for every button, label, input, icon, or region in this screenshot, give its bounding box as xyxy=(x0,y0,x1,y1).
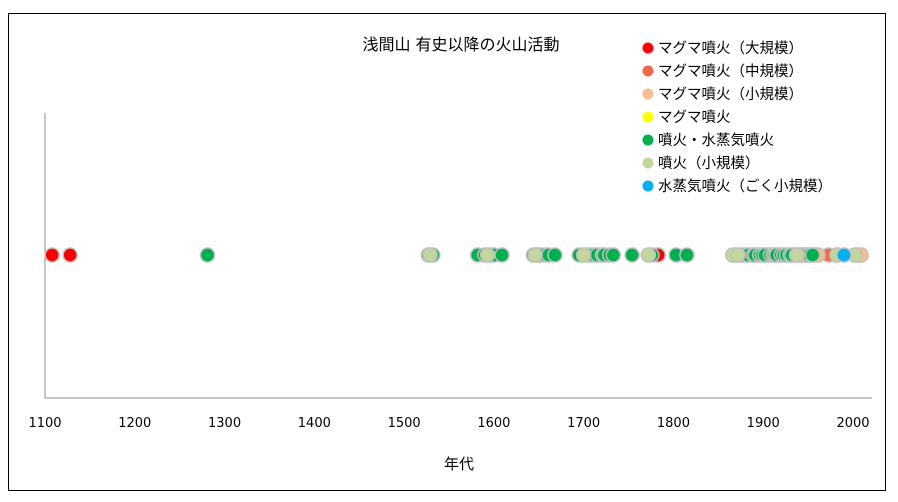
data-point xyxy=(730,247,746,263)
legend-marker xyxy=(642,111,654,123)
data-point xyxy=(789,247,806,263)
data-point xyxy=(624,247,640,263)
legend-label: マグマ噴火（小規模） xyxy=(658,86,803,103)
x-tick-labels: 1100 1200 1300 1400 1500 1600 1700 1800 1900 2000 xyxy=(28,416,869,431)
legend-marker xyxy=(642,88,654,100)
legend-marker xyxy=(642,134,654,146)
data-point xyxy=(199,247,216,263)
x-tick-label: 2000 xyxy=(836,416,869,431)
data-point xyxy=(575,247,592,263)
legend-marker xyxy=(642,65,654,77)
data-point xyxy=(44,247,60,263)
data-point xyxy=(62,247,78,263)
x-tick-label: 1300 xyxy=(208,416,241,431)
chart-title: 浅間山 有史以降の火山活動 xyxy=(362,35,559,54)
x-tick-label: 1600 xyxy=(477,416,510,431)
legend: マグマ噴火（大規模） マグマ噴火（中規模） マグマ噴火（小規模） マグマ噴火噴火・水蒸… xyxy=(642,40,832,195)
data-point xyxy=(494,247,510,263)
x-tick-label: 1100 xyxy=(28,416,61,431)
data-point xyxy=(836,247,852,263)
data-point xyxy=(804,247,821,263)
x-tick-label: 1200 xyxy=(118,416,151,431)
data-point xyxy=(605,247,622,263)
legend-marker xyxy=(642,180,654,192)
data-point xyxy=(679,247,695,263)
legend-label: マグマ噴火 xyxy=(658,109,731,126)
x-axis-label: 年代 xyxy=(444,455,474,473)
x-tick-label: 1700 xyxy=(567,416,600,431)
data-point xyxy=(527,247,543,263)
x-tick-label: 1500 xyxy=(388,416,421,431)
legend-label: マグマ噴火（大規模） xyxy=(658,40,803,57)
data-point xyxy=(479,247,496,263)
data-points xyxy=(44,247,869,263)
x-tick-label: 1400 xyxy=(298,416,331,431)
x-tick-label: 1800 xyxy=(657,416,690,431)
data-point xyxy=(422,247,438,263)
x-tick-label: 1900 xyxy=(747,416,780,431)
legend-label: 噴火・水蒸気噴火 xyxy=(658,132,774,149)
legend-marker xyxy=(642,157,654,169)
legend-label: マグマ噴火（中規模） xyxy=(658,63,803,80)
legend-label: 水蒸気噴火（ごく小規模） xyxy=(658,178,832,195)
data-point xyxy=(547,247,563,263)
legend-marker xyxy=(642,42,654,54)
data-point xyxy=(640,247,657,263)
legend-label: 噴火（小規模） xyxy=(658,155,760,172)
